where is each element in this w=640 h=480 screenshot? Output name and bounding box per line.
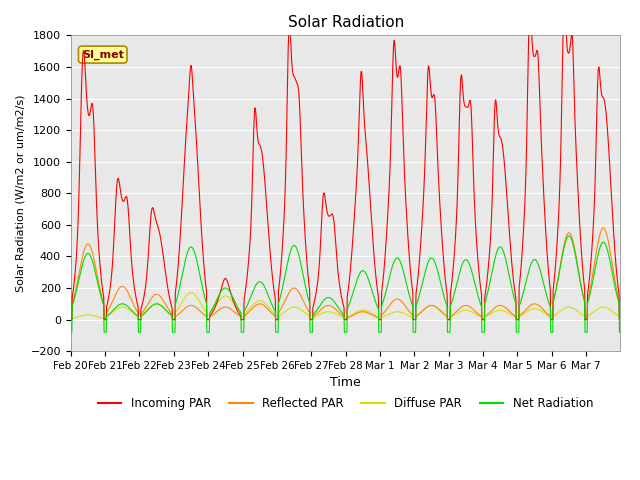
Title: Solar Radiation: Solar Radiation — [287, 15, 404, 30]
Y-axis label: Solar Radiation (W/m2 or um/m2/s): Solar Radiation (W/m2 or um/m2/s) — [15, 95, 25, 292]
Legend: Incoming PAR, Reflected PAR, Diffuse PAR, Net Radiation: Incoming PAR, Reflected PAR, Diffuse PAR… — [93, 392, 598, 415]
Text: SI_met: SI_met — [82, 49, 124, 60]
X-axis label: Time: Time — [330, 376, 361, 389]
